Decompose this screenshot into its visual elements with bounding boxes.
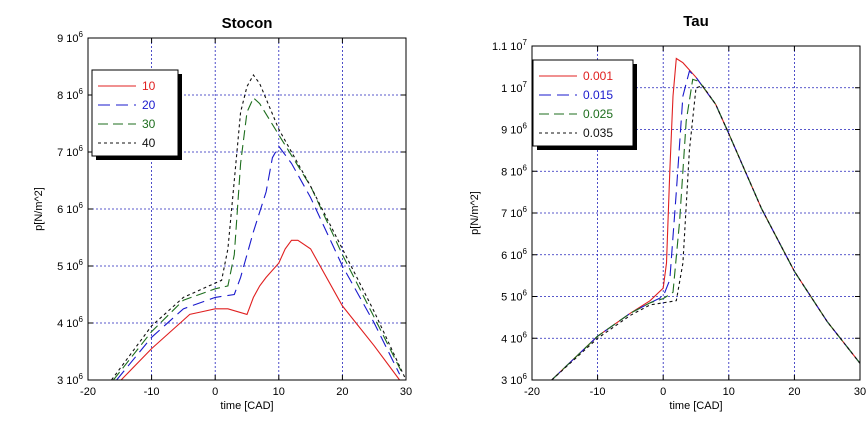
- x-tick-label: 10: [723, 386, 735, 398]
- legend-label-0.025: 0.025: [583, 107, 613, 121]
- x-tick-label: 0: [660, 386, 666, 398]
- legend-label-20: 20: [142, 98, 156, 112]
- legend-label-40: 40: [142, 136, 156, 150]
- y-tick-label: 6 106: [57, 201, 83, 216]
- y-tick-label: 7 106: [57, 144, 83, 159]
- y-tick-label: 4 106: [501, 330, 527, 345]
- legend: 10 20 30 40: [91, 69, 182, 160]
- chart-panel-2: Tau -20 -10 0 10 20 30 time [CAD] 3 106 4 106 5 10…: [469, 13, 866, 412]
- legend-label-10: 10: [142, 79, 156, 93]
- y-tick-label: 5 106: [57, 258, 83, 273]
- y-tick-label: 8 106: [501, 163, 527, 178]
- x-tick-label: 30: [400, 386, 412, 398]
- y-tick-label: 7 106: [501, 205, 527, 220]
- x-tick-label: 30: [854, 386, 866, 398]
- legend: 0.001 0.015 0.025 0.035: [532, 59, 637, 150]
- y-tick-label: 9 106: [57, 30, 83, 45]
- x-tick-label: -10: [144, 386, 160, 398]
- x-axis-label: time [CAD]: [220, 400, 273, 412]
- x-tick-label: -20: [80, 386, 96, 398]
- series-line-0.025: [551, 78, 860, 380]
- legend-box: [532, 59, 634, 147]
- y-tick-label: 8 106: [57, 87, 83, 102]
- y-tick-label: 5 106: [501, 289, 527, 304]
- y-tick-label: 3 106: [57, 372, 83, 387]
- legend-label-30: 30: [142, 117, 156, 131]
- chart-panel-1: Stocon -20 -10 0 10 20 30 time [CAD] 3 106 4 106 5…: [33, 15, 412, 412]
- y-axis-label: p[N/m^2]: [469, 191, 481, 235]
- legend-label-0.001: 0.001: [583, 69, 613, 83]
- y-tick-label: 4 106: [57, 315, 83, 330]
- series-line-10: [120, 239, 401, 380]
- x-tick-label: 20: [336, 386, 348, 398]
- series-line-30: [112, 96, 404, 380]
- series-line-40: [111, 73, 406, 380]
- y-axis-label: p[N/m^2]: [33, 187, 45, 231]
- legend-label-0.015: 0.015: [583, 88, 613, 102]
- x-tick-label: 0: [212, 386, 218, 398]
- y-tick-label: 3 106: [501, 372, 527, 387]
- x-tick-label: -20: [524, 386, 540, 398]
- series-line-20: [116, 145, 401, 380]
- x-axis-label: time [CAD]: [669, 400, 722, 412]
- y-tick-label: 9 106: [501, 122, 527, 137]
- legend-box: [91, 69, 179, 157]
- y-tick-label: 1.1 107: [492, 38, 528, 53]
- x-tick-label: 20: [788, 386, 800, 398]
- y-tick-label: 1 107: [501, 80, 527, 95]
- legend-label-0.035: 0.035: [583, 126, 613, 140]
- y-tick-label: 6 106: [501, 247, 527, 262]
- x-tick-label: -10: [590, 386, 606, 398]
- x-tick-label: 10: [273, 386, 285, 398]
- chart-title: Tau: [683, 13, 709, 30]
- chart-title: Stocon: [222, 15, 273, 32]
